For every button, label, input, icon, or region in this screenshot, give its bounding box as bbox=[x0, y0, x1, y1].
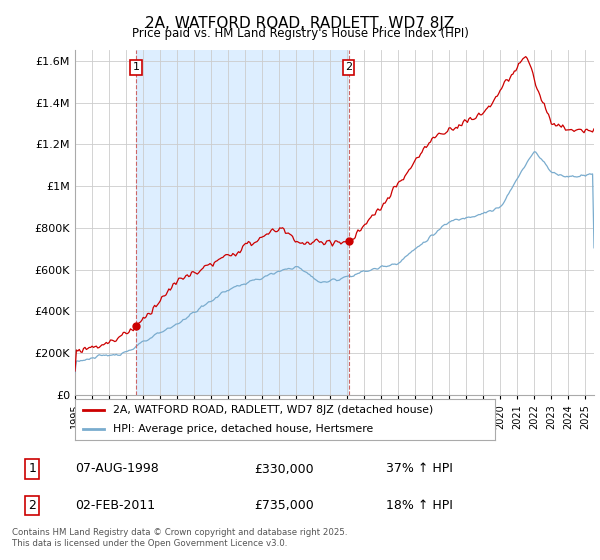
Text: 1: 1 bbox=[28, 463, 36, 475]
Text: £735,000: £735,000 bbox=[254, 499, 314, 512]
Text: 18% ↑ HPI: 18% ↑ HPI bbox=[386, 499, 453, 512]
Text: 07-AUG-1998: 07-AUG-1998 bbox=[76, 463, 159, 475]
Text: £330,000: £330,000 bbox=[254, 463, 314, 475]
Text: Contains HM Land Registry data © Crown copyright and database right 2025.
This d: Contains HM Land Registry data © Crown c… bbox=[12, 528, 347, 548]
Text: 2A, WATFORD ROAD, RADLETT, WD7 8JZ: 2A, WATFORD ROAD, RADLETT, WD7 8JZ bbox=[145, 16, 455, 31]
Text: HPI: Average price, detached house, Hertsmere: HPI: Average price, detached house, Hert… bbox=[113, 424, 373, 433]
Text: 37% ↑ HPI: 37% ↑ HPI bbox=[386, 463, 453, 475]
Text: 02-FEB-2011: 02-FEB-2011 bbox=[76, 499, 155, 512]
Text: 1: 1 bbox=[133, 63, 139, 72]
Text: Price paid vs. HM Land Registry's House Price Index (HPI): Price paid vs. HM Land Registry's House … bbox=[131, 27, 469, 40]
Bar bbox=[136, 50, 349, 395]
Text: 2: 2 bbox=[345, 63, 352, 72]
Text: 2A, WATFORD ROAD, RADLETT, WD7 8JZ (detached house): 2A, WATFORD ROAD, RADLETT, WD7 8JZ (deta… bbox=[113, 405, 433, 415]
Text: 2: 2 bbox=[28, 499, 36, 512]
